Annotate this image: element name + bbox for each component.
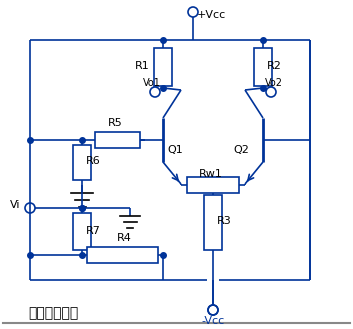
- Text: 差分放大電路: 差分放大電路: [28, 306, 78, 320]
- Text: Vo2: Vo2: [265, 78, 283, 88]
- Bar: [87, 247, 158, 263]
- Text: R7: R7: [86, 225, 101, 236]
- Text: Vi: Vi: [10, 200, 20, 210]
- Bar: [73, 145, 91, 180]
- Bar: [204, 195, 222, 250]
- Text: R1: R1: [135, 61, 150, 71]
- Text: +Vcc: +Vcc: [197, 10, 226, 20]
- Text: Q2: Q2: [233, 145, 249, 155]
- Text: R2: R2: [267, 61, 282, 71]
- Text: -Vcc: -Vcc: [201, 316, 224, 326]
- Bar: [95, 132, 140, 148]
- Bar: [73, 213, 91, 250]
- Text: Q1: Q1: [167, 145, 183, 155]
- Bar: [154, 48, 172, 86]
- Text: Rw1: Rw1: [199, 169, 223, 179]
- Bar: [254, 48, 272, 86]
- Text: R3: R3: [217, 216, 232, 226]
- Bar: [187, 177, 239, 193]
- Text: Vo1: Vo1: [143, 78, 161, 88]
- Text: R6: R6: [86, 157, 101, 166]
- Text: R4: R4: [116, 233, 131, 243]
- Text: R5: R5: [108, 118, 122, 128]
